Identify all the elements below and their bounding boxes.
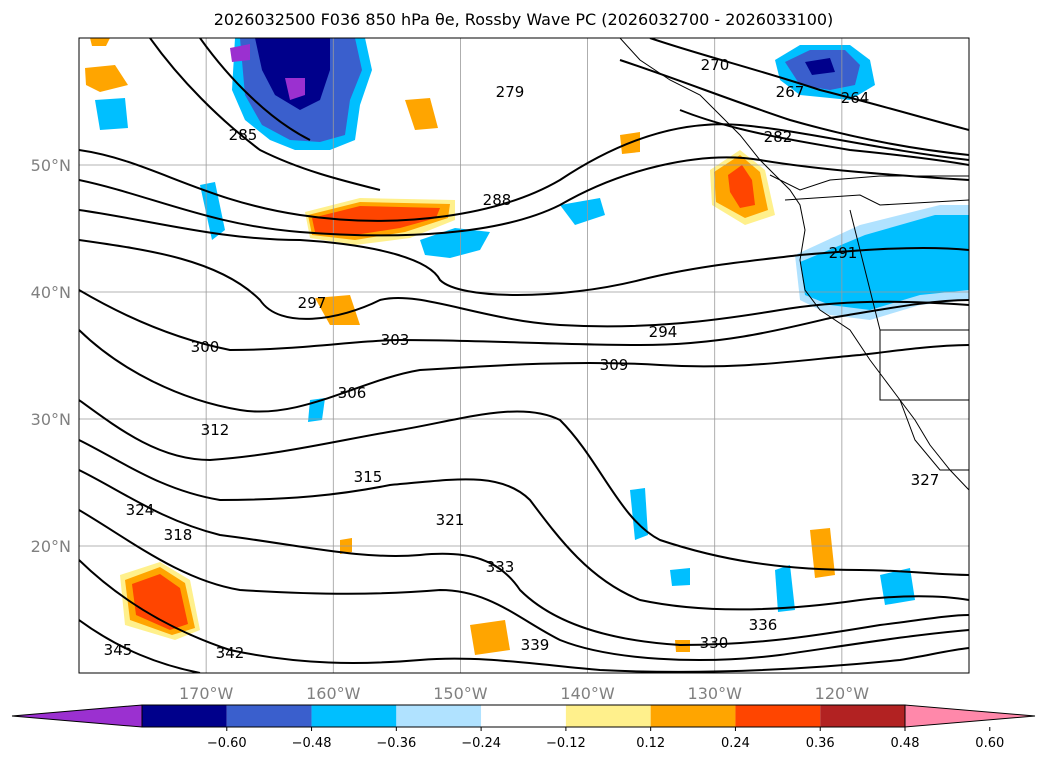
contour-label: 300 — [191, 338, 220, 356]
theta-e-contours — [79, 38, 969, 673]
longitude-label: 130°W — [688, 684, 743, 703]
colorbar-tick-label: 0.24 — [721, 736, 750, 751]
contour-label: 345 — [104, 641, 133, 659]
positive-anomaly-region — [470, 620, 510, 655]
colorbar-segment — [481, 705, 566, 727]
latitude-label: 30°N — [31, 410, 71, 429]
negative-anomaly-region — [670, 568, 690, 586]
longitude-label: 170°W — [179, 684, 234, 703]
negative-anomaly-region — [255, 38, 330, 110]
contour-labels: 270 267 264 279 285 282 288 291 297 300 294 303 306 3… — [104, 56, 940, 662]
colorbar-tick-label: −0.48 — [292, 736, 332, 751]
colorbar-segment — [311, 705, 397, 727]
contour-label: 288 — [483, 191, 512, 209]
longitude-label: 150°W — [433, 684, 488, 703]
contour-label: 315 — [354, 468, 383, 486]
colorbar: −0.60 −0.48 −0.36 −0.24 −0.12 0.12 0.24 0.36 0.4… — [11, 704, 1036, 751]
positive-anomaly-region — [810, 528, 835, 578]
colorbar-segment — [650, 705, 736, 727]
latitude-labels: 20°N 30°N 40°N 50°N — [31, 156, 71, 556]
longitude-label: 140°W — [560, 684, 615, 703]
contour-label: 282 — [764, 128, 793, 146]
colorbar-outline — [141, 704, 906, 728]
contour-label: 339 — [521, 636, 550, 654]
colorbar-segment — [396, 705, 482, 727]
colorbar-segment — [142, 705, 227, 727]
colorbar-tick-label: 0.12 — [636, 736, 665, 751]
graticule — [79, 38, 969, 673]
colorbar-extend-low — [11, 704, 143, 728]
colorbar-tick-label: 0.36 — [806, 736, 835, 751]
contour-label: 297 — [298, 294, 327, 312]
contour-label: 291 — [829, 244, 858, 262]
colorbar-segment — [565, 705, 651, 727]
longitude-label: 120°W — [815, 684, 870, 703]
colorbar-tick-label: 0.48 — [891, 736, 920, 751]
map-title: 2026032500 F036 850 hPa θe, Rossby Wave … — [213, 10, 834, 29]
positive-anomaly-region — [132, 574, 188, 630]
contour-label: 324 — [126, 501, 155, 519]
positive-anomaly-region — [85, 65, 128, 92]
colorbar-extend-high — [904, 704, 1036, 728]
positive-anomaly-region — [405, 98, 438, 130]
latitude-label: 40°N — [31, 283, 71, 302]
negative-anomaly-region — [630, 488, 648, 540]
negative-anomaly-region — [285, 78, 305, 100]
contour-label: 318 — [164, 526, 193, 544]
colorbar-tick-label: −0.12 — [546, 736, 586, 751]
contour-label: 285 — [229, 126, 258, 144]
longitude-label: 160°W — [306, 684, 361, 703]
negative-anomaly-region — [560, 198, 605, 225]
negative-anomaly-region — [775, 565, 795, 612]
negative-anomaly-region — [230, 44, 250, 62]
contour-label: 336 — [749, 616, 778, 634]
positive-anomaly-region — [675, 640, 690, 652]
contour-label: 309 — [600, 356, 629, 374]
colorbar-tick-label: −0.60 — [207, 736, 247, 751]
contour-label: 279 — [496, 83, 525, 101]
contour-label: 306 — [338, 384, 367, 402]
contour-label: 342 — [216, 644, 245, 662]
contour-label: 312 — [201, 421, 230, 439]
colorbar-segment — [226, 705, 312, 727]
longitude-labels: 170°W 160°W 150°W 140°W 130°W 120°W — [179, 684, 869, 703]
contour-label: 321 — [436, 511, 465, 529]
contour-label: 264 — [841, 89, 870, 107]
contour-label: 327 — [911, 471, 940, 489]
contour-label: 303 — [381, 331, 410, 349]
colorbar-tick-label: −0.36 — [376, 736, 416, 751]
colorbar-tick-label: −0.24 — [461, 736, 501, 751]
colorbar-tick-label: 0.60 — [975, 736, 1004, 751]
negative-anomaly-region — [420, 228, 490, 258]
negative-anomaly-region — [95, 98, 128, 130]
contour-label: 330 — [700, 634, 729, 652]
negative-anomaly-region — [880, 568, 915, 605]
contour-label: 270 — [701, 56, 730, 74]
contour-label: 333 — [486, 558, 515, 576]
latitude-label: 50°N — [31, 156, 71, 175]
positive-anomaly-region — [90, 38, 110, 46]
negative-anomaly-region — [308, 398, 325, 422]
map-frame — [78, 37, 970, 674]
colorbar-segment — [820, 705, 905, 727]
contour-label: 267 — [776, 83, 805, 101]
latitude-label: 20°N — [31, 537, 71, 556]
negative-anomaly-region — [805, 58, 835, 75]
contour-label: 294 — [649, 323, 678, 341]
colorbar-segment — [735, 705, 821, 727]
anomaly-shading — [85, 38, 969, 655]
positive-anomaly-region — [728, 165, 755, 208]
